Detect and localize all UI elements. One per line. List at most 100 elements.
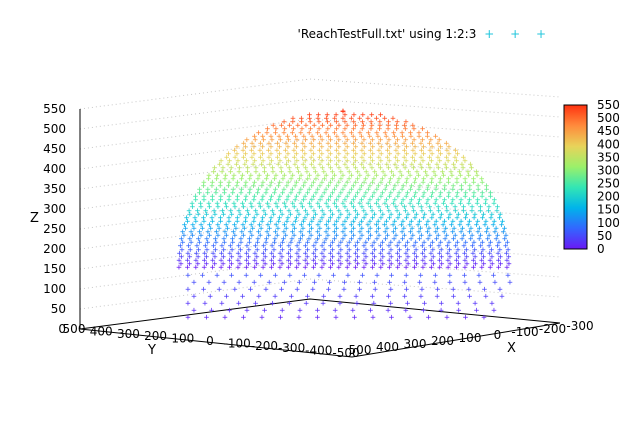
data-point: + <box>434 292 440 302</box>
data-point: + <box>396 189 402 199</box>
data-point: + <box>361 242 367 252</box>
data-point: + <box>426 313 432 323</box>
data-point: + <box>265 199 271 209</box>
data-point: + <box>311 121 317 131</box>
data-point: + <box>210 263 216 273</box>
data-point: + <box>336 121 342 131</box>
data-point: + <box>330 167 336 177</box>
data-point: + <box>232 146 238 156</box>
data-point: + <box>376 139 382 149</box>
data-point: + <box>361 178 367 188</box>
data-point: + <box>405 189 411 199</box>
data-point: + <box>307 114 313 124</box>
data-point: + <box>449 171 455 181</box>
data-point: + <box>322 174 328 184</box>
data-point: + <box>353 143 359 153</box>
data-point: + <box>252 249 258 259</box>
data-point: + <box>214 174 220 184</box>
data-point: + <box>214 199 220 209</box>
data-point: + <box>249 203 255 213</box>
data-point: + <box>325 118 331 128</box>
data-point: + <box>349 199 355 209</box>
data-point: + <box>372 210 378 220</box>
data-point: + <box>401 139 407 149</box>
data-point: + <box>380 189 386 199</box>
data-point: + <box>267 224 273 234</box>
data-point: + <box>201 217 207 227</box>
data-point: + <box>464 252 470 262</box>
data-point: + <box>501 228 507 238</box>
data-point: + <box>421 174 427 184</box>
data-point: + <box>317 203 323 213</box>
data-point: + <box>476 271 482 281</box>
data-point: + <box>253 164 259 174</box>
data-point: + <box>452 164 458 174</box>
data-point: + <box>270 167 276 177</box>
data-point: + <box>474 306 480 316</box>
data-point: + <box>316 111 322 121</box>
data-point: + <box>454 192 460 202</box>
data-point: + <box>361 192 367 202</box>
data-point: + <box>451 160 457 170</box>
data-point: + <box>496 238 502 248</box>
data-point: + <box>372 167 378 177</box>
data-point: + <box>359 125 365 135</box>
data-point: + <box>402 203 408 213</box>
data-point: + <box>206 174 212 184</box>
data-point: + <box>226 217 232 227</box>
data-point: + <box>463 178 469 188</box>
data-point: + <box>332 128 338 138</box>
data-point: + <box>222 185 228 195</box>
data-point: + <box>302 271 308 281</box>
data-point: + <box>434 235 440 245</box>
data-point: + <box>467 228 473 238</box>
data-point: + <box>198 221 204 231</box>
data-point: + <box>386 242 392 252</box>
data-point: + <box>414 260 420 270</box>
data-point: + <box>447 245 453 255</box>
data-point: + <box>287 299 293 309</box>
data-point: + <box>311 213 317 223</box>
data-point: + <box>222 238 228 248</box>
data-point: + <box>291 203 297 213</box>
data-point: + <box>332 185 338 195</box>
data-point: + <box>382 228 388 238</box>
data-point: + <box>370 292 376 302</box>
data-point: + <box>393 203 399 213</box>
data-point: + <box>425 196 431 206</box>
data-point: + <box>385 125 391 135</box>
data-point: + <box>244 135 250 145</box>
data-point: + <box>183 224 189 234</box>
data-point: + <box>244 242 250 252</box>
data-point: + <box>344 121 350 131</box>
data-point: + <box>191 224 197 234</box>
data-point: + <box>272 292 278 302</box>
data-point: + <box>263 245 269 255</box>
data-point: + <box>380 245 386 255</box>
data-point: + <box>273 128 279 138</box>
data-point: + <box>285 213 291 223</box>
data-point: + <box>332 221 338 231</box>
data-point: + <box>302 157 308 167</box>
data-point: + <box>370 256 376 266</box>
data-point: + <box>420 135 426 145</box>
data-point: + <box>247 235 253 245</box>
data-point: + <box>243 143 249 153</box>
data-point: + <box>376 160 382 170</box>
data-point: + <box>468 224 474 234</box>
data-point: + <box>479 263 485 273</box>
data-point: + <box>353 150 359 160</box>
data-point: + <box>410 203 416 213</box>
data-point: + <box>492 196 498 206</box>
data-point: + <box>388 189 394 199</box>
data-point: + <box>433 228 439 238</box>
data-point: + <box>424 221 430 231</box>
data-point: + <box>218 263 224 273</box>
data-point: + <box>440 167 446 177</box>
data-point: + <box>458 196 464 206</box>
data-point: + <box>451 224 457 234</box>
data-point: + <box>480 213 486 223</box>
z-tick-label: 250 <box>43 222 66 236</box>
data-point: + <box>229 245 235 255</box>
data-point: + <box>198 231 204 241</box>
